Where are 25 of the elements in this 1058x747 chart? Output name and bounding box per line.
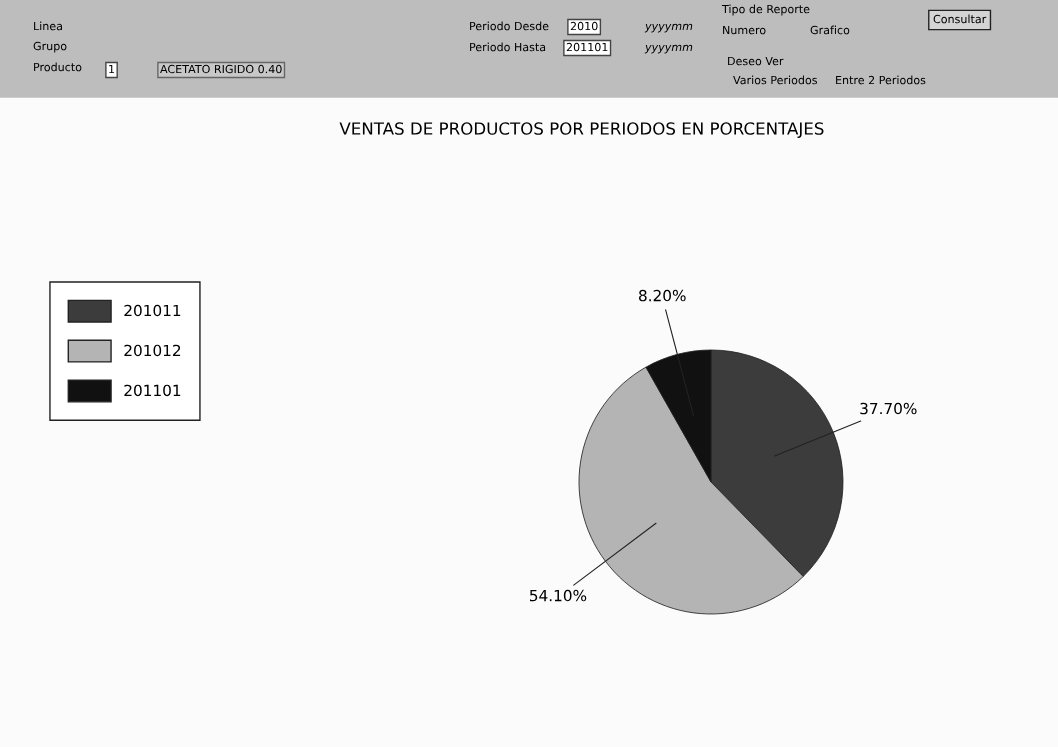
text: Entre 2 Periodos [836,75,926,85]
text: Periodo Hasta [470,42,546,52]
data-label: 37.70% [860,402,917,415]
legend-label: 201011 [124,304,181,317]
text: Grafico [810,25,850,35]
text: ACETATO RIGIDO 0.40 [160,64,282,74]
data-label: 8.20% [639,289,686,302]
text: 2010 [570,21,598,31]
text: Tipo de Reporte [721,4,810,16]
text: yyyymm [644,44,693,54]
chart-title: VENTAS DE PRODUCTOS POR PERIODOS EN PORCENTAJES [339,122,824,138]
text: Producto [34,62,82,72]
text: Grupo [33,41,67,53]
text: 1 [109,64,115,74]
text: Periodo Desde [470,21,549,31]
legend-label: 201101 [124,384,181,397]
text: Varios Periodos [733,75,818,85]
legend-label: 201012 [124,344,181,357]
text: Consultar [933,14,987,24]
data-label: 54.10% [529,589,587,602]
text: Linea [34,21,62,31]
text: yyyymm [644,23,693,33]
text: Numero [723,25,766,35]
text: 201101 [566,42,608,52]
text: Deseo Ver [728,56,784,66]
